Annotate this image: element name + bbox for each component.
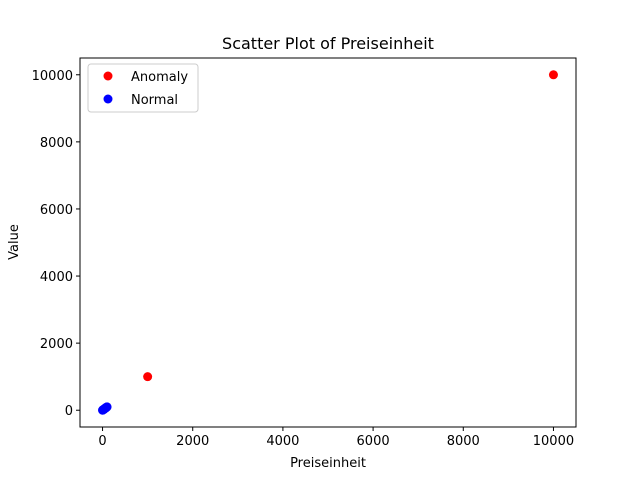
x-tick-label: 10000 (533, 434, 574, 449)
y-tick-label: 10000 (32, 69, 73, 84)
data-point-anomaly (143, 372, 153, 382)
legend: Anomaly Normal (87, 63, 199, 113)
y-tick-label: 0 (65, 404, 73, 419)
legend-box (87, 63, 199, 113)
y-tick-label: 4000 (40, 270, 73, 285)
legend-marker-normal (103, 94, 113, 104)
plot-area-frame (79, 57, 577, 428)
data-points (98, 70, 558, 415)
chart-title: Scatter Plot of Preiseinheit (222, 34, 434, 53)
x-axis-label: Preiseinheit (290, 456, 366, 471)
legend-label-normal: Normal (131, 93, 178, 108)
data-point-anomaly (548, 70, 558, 80)
y-tick-label: 2000 (40, 337, 73, 352)
x-tick-label: 4000 (266, 434, 299, 449)
x-tick-label: 0 (98, 434, 106, 449)
x-axis: 0 2000 4000 6000 8000 10000 (98, 427, 574, 449)
x-tick-label: 6000 (357, 434, 390, 449)
y-axis: 0 2000 4000 6000 8000 10000 (32, 69, 80, 419)
x-tick-label: 8000 (447, 434, 480, 449)
x-tick-label: 2000 (176, 434, 209, 449)
legend-label-anomaly: Anomaly (131, 70, 188, 85)
y-tick-label: 8000 (40, 136, 73, 151)
y-axis-label: Value (7, 224, 22, 260)
data-point-normal (102, 402, 112, 412)
legend-marker-anomaly (103, 71, 113, 81)
y-tick-label: 6000 (40, 203, 73, 218)
